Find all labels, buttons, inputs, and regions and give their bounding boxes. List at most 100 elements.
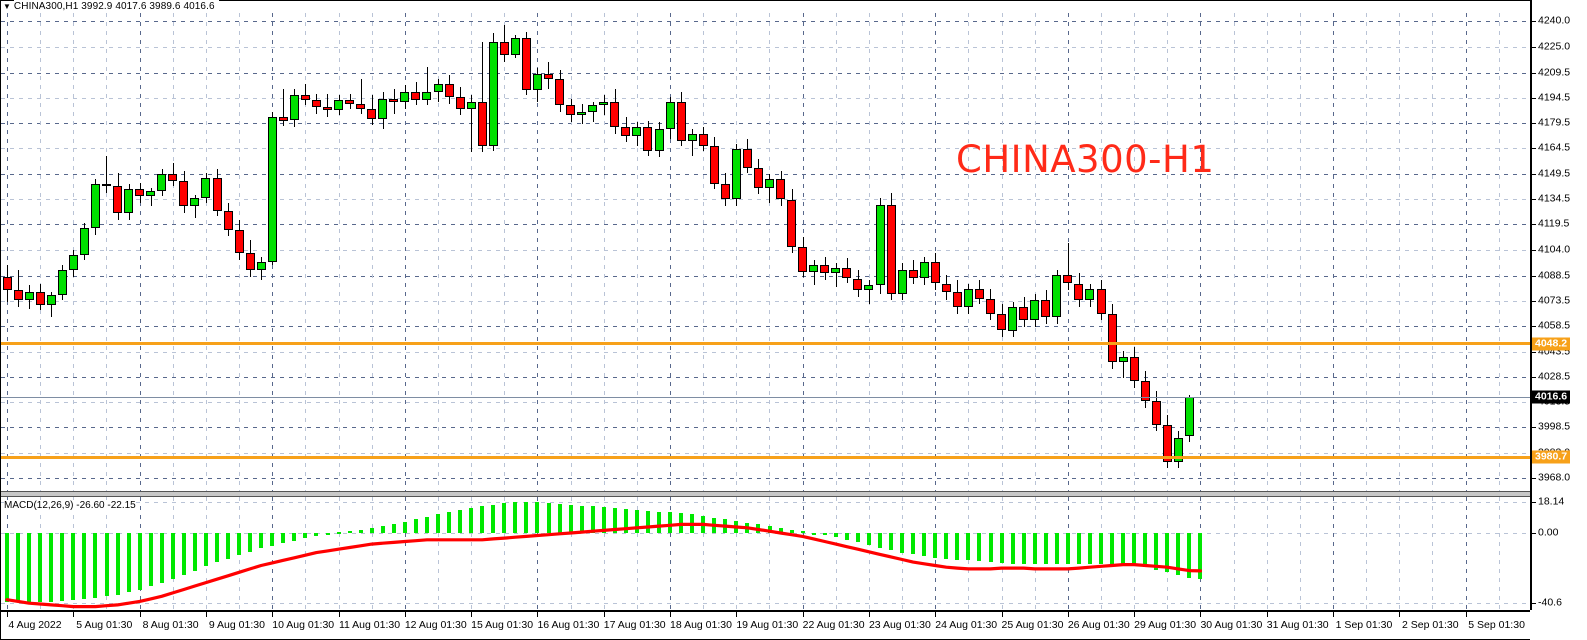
candle-wick [482,41,483,153]
candle-body [521,38,531,91]
macd-bar [966,533,971,561]
macd-bar [1099,533,1103,564]
macd-bar [1054,533,1059,564]
candle-wick [769,174,770,203]
macd-bar [546,503,551,533]
time-axis-line [1,610,1530,612]
time-tick-label: 23 Aug 01:30 [868,619,931,631]
candle-body [765,179,774,188]
chart-watermark: CHINA300-H1 [956,138,1215,181]
candle-body [1019,307,1029,321]
macd-indicator-label: MACD(12,26,9) -26.60 -22.15 [4,500,136,511]
candle-body [35,291,45,306]
price-tick-label: 4194.5 [1538,91,1571,104]
macd-tick-label: -40.6 [1538,596,1562,608]
candle-body [356,103,366,109]
price-axis[interactable]: 4240.0 4225.0 4209.5 4194.5 4179.5 4164.5 4149… [1530,0,1587,640]
pane-divider[interactable] [1,491,1530,497]
candle-body [234,229,244,254]
macd-bar [1065,533,1070,564]
candle-body [621,127,631,136]
macd-bar [878,533,882,548]
price-tick-label: 4134.5 [1538,192,1571,205]
macd-pane[interactable]: MACD(12,26,9) -26.60 -22.15 [1,497,1530,610]
candle-body [411,92,421,101]
macd-bar [1010,533,1015,564]
time-axis[interactable]: 4 Aug 2022 5 Aug 01:30 8 Aug 01:30 9 Aug 01… [1,610,1530,639]
price-axis-line [1530,0,1532,610]
candle-body [400,92,410,103]
candle-body [787,199,797,247]
time-tick-label: 31 Aug 01:30 [1266,619,1329,631]
price-tick-label: 4240.0 [1538,14,1571,27]
price-tick-label: 4209.5 [1538,66,1571,79]
time-tick-label: 5 Aug 01:30 [76,619,133,631]
candle-wick [604,95,605,116]
candle-wick [106,155,107,193]
price-grid [1,13,1530,491]
candle-body [311,100,321,108]
macd-bar [148,533,153,587]
macd-bar [590,506,595,533]
price-level-line [1,396,1530,398]
price-pane[interactable]: CHINA300-H1 [1,13,1530,491]
macd-bar [900,533,905,553]
price-level-line [1,342,1530,346]
macd-bar [944,533,949,559]
macd-bar [767,526,772,533]
macd-bar [215,533,219,563]
macd-bar [5,533,9,603]
time-tick-label: 29 Aug 01:30 [1134,619,1197,631]
macd-bar [391,524,396,533]
macd-bar [469,508,474,533]
time-tick-label: 9 Aug 01:30 [208,619,265,631]
candle-wick [814,260,815,286]
macd-bar [270,533,275,546]
macd-bar [292,533,297,541]
time-tick-label: 15 Aug 01:30 [471,619,534,631]
candle-body [1074,283,1084,301]
macd-bar [911,533,916,555]
macd-bar [358,529,363,533]
price-tick-label: 3998.5 [1538,420,1571,433]
macd-bar [126,533,131,593]
candle-body [941,283,951,292]
candle-body [654,128,664,151]
candle-body [599,102,609,106]
candle-body [68,254,78,270]
macd-bar [557,503,562,533]
candle-body [323,107,332,111]
macd-bar [535,502,540,533]
macd-bar [623,509,628,533]
chevron-down-icon[interactable]: ▼ [3,2,11,11]
macd-bar [855,533,860,543]
macd-bar [436,514,440,533]
macd-bar [137,533,142,590]
candle-body [665,102,675,129]
candle-body [1052,275,1062,318]
macd-bar [1154,533,1159,570]
time-tick-label: 4 Aug 2022 [8,619,62,631]
macd-bar [1165,533,1170,573]
candle-body [974,288,984,299]
candle-body [57,270,67,296]
macd-bar [424,516,429,533]
price-level-line [1,455,1530,459]
candle-body [610,102,620,128]
macd-bar [999,533,1004,563]
macd-bar [303,533,308,539]
macd-bar [1032,533,1037,564]
candle-body [124,189,134,213]
candle-body [146,191,156,197]
candle-body [720,184,730,200]
candle-body [455,97,465,109]
time-tick-label: 30 Aug 01:30 [1200,619,1263,631]
macd-bar [1198,533,1203,579]
macd-bar [634,509,639,533]
price-tick-label: 4058.5 [1538,319,1571,332]
candle-body [510,38,520,55]
candle-body [897,270,907,294]
candle-body [532,73,542,91]
candle-wick [427,66,428,106]
